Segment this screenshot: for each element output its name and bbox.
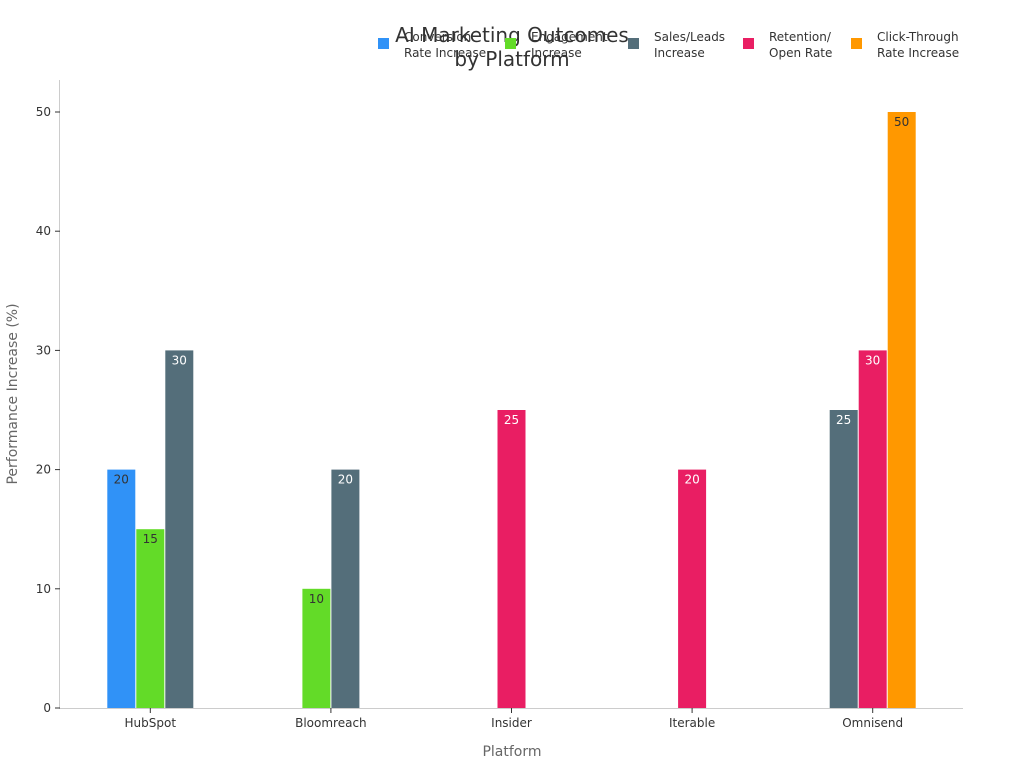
legend-label-conversion-line-2: Rate Increase — [404, 46, 486, 60]
chart-title-line-2: by Platform — [454, 47, 569, 71]
bar-omnisend-retention-open-rate[interactable] — [858, 350, 887, 708]
bar-bloomreach-engagement-increase[interactable] — [302, 588, 331, 708]
bar-hubspot-sales-leads-increase[interactable] — [165, 350, 194, 708]
x-axis-ticks: HubSpot Bloomreach Insider Iterable Omnisend — [125, 708, 903, 730]
x-tick-label-bloomreach: Bloomreach — [295, 716, 367, 730]
bar-value-label-hubspot-sales-leads-increase: 30 — [172, 353, 187, 367]
bar-value-label-omnisend-retention-open-rate: 30 — [865, 353, 880, 367]
bar-value-label-iterable-retention-open-rate: 20 — [684, 473, 699, 487]
bar-value-label-omnisend-click-through-rate-increase: 50 — [894, 115, 909, 129]
legend-swatch-engagement — [505, 38, 516, 49]
x-tick-label-iterable: Iterable — [669, 716, 715, 730]
legend-label-sales-leads-line-1: Sales/Leads — [654, 30, 725, 44]
legend-label-sales-leads-line-2: Increase — [654, 46, 705, 60]
legend: Conversion Rate Increase Engagement Incr… — [378, 30, 959, 60]
y-tick-label: 20 — [36, 463, 51, 477]
bar-omnisend-click-through-rate-increase[interactable] — [887, 112, 916, 708]
bar-value-label-bloomreach-engagement-increase: 10 — [309, 592, 324, 606]
y-tick-label: 0 — [43, 701, 51, 715]
y-tick-label: 40 — [36, 224, 51, 238]
bar-value-label-bloomreach-sales-leads-increase: 20 — [338, 473, 353, 487]
bar-value-label-omnisend-sales-leads-increase: 25 — [836, 413, 851, 427]
legend-label-conversion-line-1: Conversion — [404, 30, 471, 44]
legend-swatch-sales-leads — [628, 38, 639, 49]
bar-iterable-retention-open-rate[interactable] — [678, 469, 707, 708]
x-tick-label-hubspot: HubSpot — [125, 716, 177, 730]
bar-labels: 20 15 30 10 20 25 20 25 30 50 — [114, 115, 910, 606]
y-tick-label: 10 — [36, 582, 51, 596]
bars — [107, 112, 916, 708]
bar-bloomreach-sales-leads-increase[interactable] — [331, 469, 360, 708]
bar-value-label-insider-retention-open-rate: 25 — [504, 413, 519, 427]
x-tick-label-insider: Insider — [491, 716, 532, 730]
legend-label-retention-line-2: Open Rate — [769, 46, 832, 60]
legend-label-retention-line-1: Retention/ — [769, 30, 832, 44]
y-tick-label: 50 — [36, 105, 51, 119]
y-axis-ticks: 0 10 20 30 40 50 — [36, 105, 60, 715]
x-tick-label-omnisend: Omnisend — [842, 716, 903, 730]
bar-hubspot-engagement-increase[interactable] — [136, 529, 165, 708]
bar-value-label-hubspot-engagement-increase: 15 — [143, 532, 158, 546]
bar-insider-retention-open-rate[interactable] — [497, 410, 526, 708]
y-tick-label: 30 — [36, 343, 51, 357]
bar-hubspot-conversion-rate-increase[interactable] — [107, 469, 136, 708]
legend-label-engagement-line-2: Increase — [531, 46, 582, 60]
legend-swatch-click-through — [851, 38, 862, 49]
bar-omnisend-sales-leads-increase[interactable] — [829, 410, 858, 708]
legend-swatch-conversion — [378, 38, 389, 49]
legend-label-engagement-line-1: Engagement — [531, 30, 608, 44]
bar-value-label-hubspot-conversion-rate-increase: 20 — [114, 473, 129, 487]
legend-label-click-through-line-2: Rate Increase — [877, 46, 959, 60]
y-axis-title: Performance Increase (%) — [5, 303, 21, 484]
x-axis-title: Platform — [482, 744, 541, 760]
legend-label-click-through-line-1: Click-Through — [877, 30, 959, 44]
legend-swatch-retention — [743, 38, 754, 49]
